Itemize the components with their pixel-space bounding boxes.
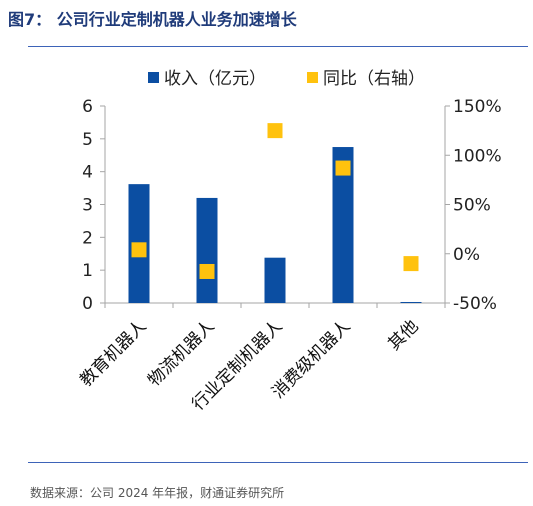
y-right-tick-label: -50% [453,294,497,314]
marker-series [131,123,419,279]
source-note: 数据来源：公司 2024 年年报，财通证券研究所 [30,486,285,500]
y-left-tick-label: 4 [82,163,93,183]
footer-rule [28,462,528,463]
y-left-tick-label: 3 [82,196,93,216]
bar-revenue [196,197,218,303]
y-left-tick-label: 1 [82,261,93,281]
title-rule [28,46,528,47]
axes: 0 1 2 3 4 5 6 -50% 0% 50% 100% 150% [82,97,501,314]
legend-label-yoy: 同比（右轴） [323,69,425,89]
y-right-tick-label: 50% [453,196,491,216]
y-right-tick-label: 100% [453,146,502,166]
bar-series [128,147,422,303]
bar-revenue [264,257,286,303]
bar-revenue [400,302,422,303]
category-label: 教育机器人 [76,316,150,390]
y-left-tick-label: 2 [82,228,93,248]
y-right-tick-label: 0% [453,245,480,265]
marker-yoy [199,263,215,279]
legend-label-revenue: 收入（亿元） [164,69,266,89]
marker-yoy [267,123,283,139]
y-left-tick-label: 5 [82,130,93,150]
category-label: 物流机器人 [144,316,218,390]
legend-swatch-yoy [307,72,318,83]
marker-yoy [403,256,419,272]
legend: 收入（亿元） 同比（右轴） [148,69,425,89]
legend-swatch-revenue [148,72,159,83]
bar-revenue [332,147,354,303]
y-left-tick-label: 0 [82,294,93,314]
category-label: 其他 [384,316,422,354]
marker-yoy [131,242,147,258]
y-left-tick-label: 6 [82,97,93,117]
marker-yoy [335,160,351,176]
figure-title: 图7： 公司行业定制机器人业务加速增长 [8,10,297,29]
y-right-tick-label: 150% [453,97,502,117]
